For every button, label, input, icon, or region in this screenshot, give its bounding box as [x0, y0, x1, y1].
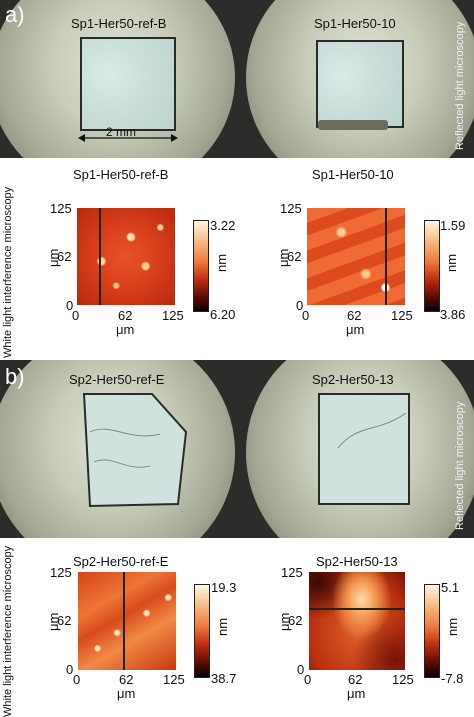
ytick-mid: 62 — [288, 613, 303, 628]
heatmap-title-b-left: Sp2-Her50-ref-E — [73, 554, 169, 569]
ytick-bottom: 0 — [297, 662, 305, 677]
x-axis-unit: μm — [347, 686, 366, 701]
colorbar-unit-a-right: nm — [444, 253, 459, 272]
ytick-bottom: 0 — [66, 662, 74, 677]
y-axis-unit: μm — [277, 612, 292, 631]
panel-letter-b: b) — [5, 364, 25, 389]
micro-title-left: Sp1-Her50-ref-B — [71, 16, 167, 31]
x-axis-unit: μm — [346, 322, 365, 337]
ytick-mid: 62 — [57, 613, 72, 628]
y-axis-unit: μm — [46, 248, 61, 267]
colorbar-bottom-a-right: 3.86 — [440, 307, 466, 322]
micro-title-right: Sp1-Her50-10 — [314, 16, 396, 31]
panel-b-microscopy-band: Sp2-Her50-ref-E Sp2-Her50-13 b) Reflecte… — [0, 360, 474, 538]
xtick-mid: 62 — [347, 308, 362, 323]
sample-square-right — [318, 393, 410, 505]
xtick-left: 0 — [302, 308, 310, 323]
xtick-mid: 62 — [118, 308, 133, 323]
colorbar-top-a-left: 3.22 — [210, 218, 236, 233]
xtick-mid: 62 — [119, 672, 134, 687]
profile-line — [385, 208, 387, 305]
sample-edge-damage — [318, 120, 388, 130]
x-axis-unit: μm — [117, 686, 136, 701]
x-axis-unit: μm — [116, 322, 135, 337]
xtick-left: 0 — [304, 672, 312, 687]
scale-bar-label: 2 mm — [106, 125, 136, 139]
xtick-left: 0 — [73, 672, 81, 687]
profile-line — [123, 572, 125, 670]
reflected-label-a: Reflected light microscopy — [454, 21, 466, 150]
micro-title-right: Sp2-Her50-13 — [312, 372, 394, 387]
colorbar-bottom-b-left: 38.7 — [211, 671, 237, 686]
colorbar-top-b-right: 5.1 — [441, 580, 460, 595]
xtick-mid: 62 — [348, 672, 363, 687]
xtick-right: 125 — [162, 308, 184, 323]
y-axis-unit: μm — [276, 248, 291, 267]
panel-a-microscopy-band: Sp1-Her50-ref-B Sp1-Her50-10 a) 2 mm Ref… — [0, 0, 474, 158]
ytick-top: 125 — [280, 201, 302, 216]
ytick-top: 125 — [281, 565, 303, 580]
y-axis-unit: μm — [46, 612, 61, 631]
ytick-bottom: 0 — [296, 298, 304, 313]
colorbar-bottom-b-right: -7.8 — [441, 671, 464, 686]
wli-label-a: White light interference microscopy — [2, 186, 14, 358]
sample-square-right — [316, 40, 404, 128]
xtick-right: 125 — [392, 672, 414, 687]
colorbar-b-right — [424, 584, 440, 678]
heatmap-b-right — [309, 572, 405, 670]
heatmap-a-right — [307, 208, 405, 305]
reflected-label-b: Reflected light microscopy — [454, 401, 466, 530]
colorbar-a-right — [424, 220, 440, 312]
heatmap-title-a-right: Sp1-Her50-10 — [312, 167, 394, 182]
wli-label-b: White light interference microscopy — [2, 545, 14, 717]
xtick-right: 125 — [391, 308, 413, 323]
colorbar-a-left — [193, 220, 209, 312]
colorbar-unit-a-left: nm — [214, 253, 229, 272]
ytick-mid: 62 — [287, 249, 302, 264]
profile-line — [99, 208, 101, 305]
panel-letter-a: a) — [5, 2, 25, 27]
ytick-mid: 62 — [57, 249, 72, 264]
colorbar-bottom-a-left: 6.20 — [210, 307, 236, 322]
scale-bar — [78, 134, 178, 142]
xtick-right: 125 — [163, 672, 185, 687]
xtick-left: 0 — [72, 308, 80, 323]
ytick-top: 125 — [50, 565, 72, 580]
micro-title-left: Sp2-Her50-ref-E — [69, 372, 165, 387]
heatmap-b-left — [78, 572, 176, 670]
ytick-top: 125 — [50, 201, 72, 216]
colorbar-top-a-right: 1.59 — [440, 218, 466, 233]
colorbar-unit-b-right: nm — [445, 617, 460, 636]
colorbar-top-b-left: 19.3 — [211, 580, 237, 595]
profile-line — [309, 608, 405, 610]
sample-square-left — [80, 37, 176, 131]
sample-square-left — [82, 393, 188, 508]
colorbar-b-left — [194, 584, 210, 678]
colorbar-unit-b-left: nm — [215, 617, 230, 636]
heatmap-title-a-left: Sp1-Her50-ref-B — [73, 167, 169, 182]
heatmap-a-left — [77, 208, 175, 305]
heatmap-title-b-right: Sp2-Her50-13 — [316, 554, 398, 569]
ytick-bottom: 0 — [66, 298, 74, 313]
